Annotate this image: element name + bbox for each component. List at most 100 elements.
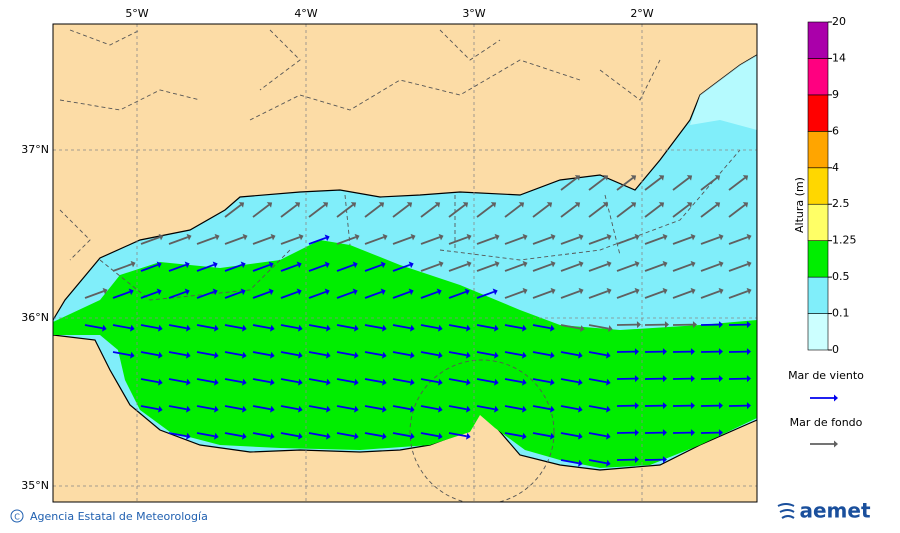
- arrow-shaft: [420, 290, 439, 299]
- arrow-head: [578, 260, 584, 268]
- arrow-head: [326, 432, 331, 440]
- arrow-shaft: [392, 236, 413, 245]
- arrow-shaft: [224, 290, 243, 299]
- arrow-head: [296, 261, 302, 269]
- arrow-head: [298, 378, 303, 386]
- colorbar-segment: [807, 276, 829, 314]
- arrow-head: [214, 378, 219, 386]
- arrow-shaft: [336, 324, 355, 330]
- graticule: [53, 24, 757, 502]
- arrow-head: [606, 432, 611, 440]
- arrow-shaft: [224, 378, 243, 384]
- arrow-head: [410, 324, 415, 332]
- arrow-shaft: [84, 324, 103, 330]
- arrow-shaft: [728, 204, 746, 218]
- arrow-shaft: [280, 236, 301, 245]
- arrow-head: [298, 324, 303, 332]
- arrow-shaft: [588, 324, 609, 330]
- arrow-head: [380, 288, 386, 296]
- arrow-head: [438, 233, 444, 241]
- arrow-shaft: [364, 432, 383, 438]
- arrow-shaft: [252, 324, 271, 330]
- arrow-shaft: [532, 290, 553, 299]
- arrow-shaft: [532, 324, 551, 330]
- arrow-head: [322, 202, 329, 208]
- arrow-head: [382, 378, 387, 386]
- arrow-head: [606, 405, 611, 413]
- arrow-shaft: [644, 236, 665, 245]
- arrow-shaft: [252, 236, 273, 245]
- arrow-shaft: [252, 378, 271, 384]
- arrow-shaft: [476, 351, 495, 357]
- arrow-head: [692, 321, 697, 329]
- arrow-head: [490, 202, 497, 208]
- arrow-head: [242, 378, 247, 386]
- arrow-head: [494, 233, 500, 241]
- arrow-head: [718, 287, 724, 295]
- calm-sea: [690, 55, 757, 130]
- arrow-shaft: [196, 432, 215, 438]
- colorbar-label: 0: [832, 343, 839, 356]
- arrow-head: [270, 233, 276, 241]
- arrow-head: [214, 351, 219, 359]
- arrow-head: [636, 321, 641, 329]
- arrow-shaft: [308, 378, 327, 384]
- lat-label: 37°N: [21, 143, 49, 156]
- arrow-head: [158, 233, 164, 241]
- arrow-shaft: [364, 290, 383, 299]
- arrow-shaft: [504, 204, 522, 218]
- arrow-head: [156, 261, 162, 269]
- arrow-shaft: [224, 405, 243, 411]
- arrow-head: [186, 351, 191, 359]
- arrow-head: [718, 375, 723, 383]
- arrow-shaft: [644, 263, 665, 272]
- arrow-shaft: [616, 177, 634, 191]
- arrow-shaft: [588, 236, 609, 245]
- arrow-head: [686, 202, 693, 208]
- arrow-shaft: [280, 378, 299, 384]
- lat-label: 36°N: [21, 311, 49, 324]
- arrow-head: [494, 405, 499, 413]
- arrow-head: [662, 233, 668, 241]
- arrow-shaft: [252, 351, 271, 357]
- arrow-shaft: [728, 290, 749, 299]
- arrow-head: [714, 175, 721, 181]
- arrow-head: [354, 324, 359, 332]
- arrow-head: [240, 261, 246, 269]
- arrow-shaft: [560, 290, 581, 299]
- arrow-head: [606, 378, 611, 386]
- arrow-head: [690, 233, 696, 241]
- colorbar-label: 20: [832, 15, 846, 28]
- arrow-head: [212, 261, 218, 269]
- arrow-head: [242, 432, 247, 440]
- arrow-head: [438, 432, 443, 440]
- arrow-shaft: [448, 290, 467, 299]
- arrow-head: [522, 287, 528, 295]
- copyright-c: C: [14, 513, 20, 522]
- arrow-head: [718, 429, 723, 437]
- arrow-head: [214, 432, 219, 440]
- arrow-shaft: [140, 351, 159, 357]
- arrow-shaft: [168, 351, 187, 357]
- arrow-shaft: [308, 290, 327, 299]
- arrow-shaft: [364, 204, 382, 218]
- arrow-head: [406, 202, 413, 208]
- arrow-head: [438, 324, 443, 332]
- arrow-head: [630, 175, 637, 181]
- arrow-shaft: [336, 405, 355, 411]
- colorbar-label: 9: [832, 88, 839, 101]
- arrow-shaft: [532, 378, 551, 384]
- arrow-shaft: [476, 290, 495, 299]
- arrow-shaft: [504, 236, 525, 245]
- arrow-head: [380, 261, 386, 269]
- arrow-head: [718, 321, 723, 329]
- arrow-head: [240, 288, 246, 296]
- arrow-head: [630, 202, 637, 208]
- arrow-head: [662, 429, 667, 437]
- arrow-head: [102, 324, 107, 332]
- arrow-head: [550, 378, 555, 386]
- arrow-head: [464, 288, 470, 296]
- arrow-shaft: [392, 405, 411, 411]
- arrow-head: [718, 348, 723, 356]
- arrow-head: [158, 405, 163, 413]
